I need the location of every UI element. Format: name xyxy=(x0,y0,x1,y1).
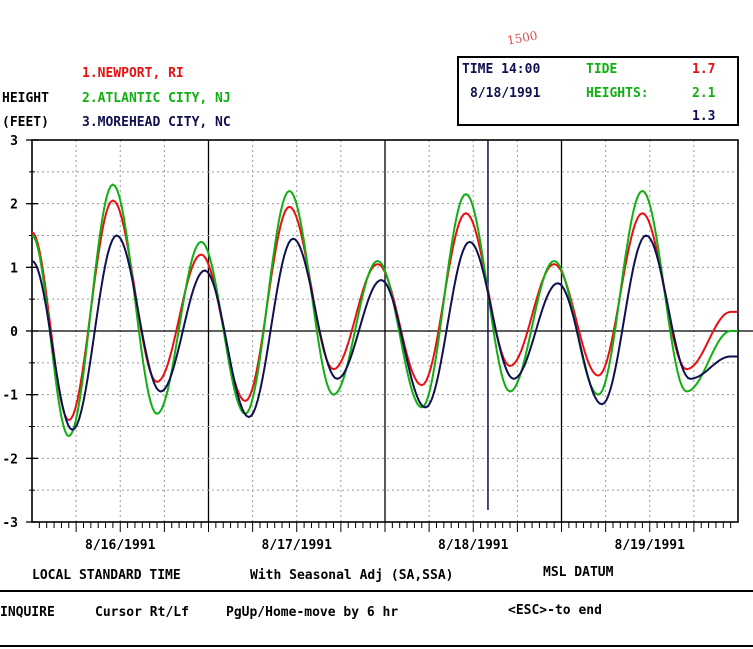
readout-heights-label: HEIGHTS: xyxy=(586,86,649,101)
series-line-2 xyxy=(31,183,738,438)
status-paging-hint: PgUp/Home-move by 6 hr xyxy=(226,605,399,620)
status-exit-hint: <ESC>-to end xyxy=(508,603,602,618)
footer-datum: MSL DATUM xyxy=(543,565,614,580)
x-date-label: 8/17/1991 xyxy=(262,538,333,553)
y-tick-label: 1 xyxy=(10,261,18,276)
readout-time: TIME 14:00 xyxy=(462,62,541,77)
footer-seasonal-adjustment: With Seasonal Adj (SA,SSA) xyxy=(250,568,454,583)
x-date-label: 8/16/1991 xyxy=(85,538,156,553)
legend-station-morehead-city: 3.MOREHEAD CITY, NC xyxy=(82,115,231,130)
y-tick-label: -1 xyxy=(2,389,18,404)
x-date-label: 8/18/1991 xyxy=(438,538,509,553)
status-separator xyxy=(0,590,753,592)
feet-label: (FEET) xyxy=(2,115,49,130)
legend-station-newport: 1.NEWPORT, RI xyxy=(82,66,184,81)
readout-value-newport: 1.7 xyxy=(692,62,716,77)
height-label: HEIGHT xyxy=(2,91,49,106)
readout-panel: TIME 14:00 8/18/1991 TIDE HEIGHTS: 1.7 2… xyxy=(457,56,739,126)
readout-value-atlantic-city: 2.1 xyxy=(692,86,716,101)
y-tick-label: 0 xyxy=(10,325,18,340)
y-tick-label: 2 xyxy=(10,198,18,213)
legend-station-atlantic-city: 2.ATLANTIC CITY, NJ xyxy=(82,91,231,106)
footer-time-reference: LOCAL STANDARD TIME xyxy=(32,568,181,583)
bottom-border xyxy=(0,645,753,647)
status-cursor-hint: Cursor Rt/Lf xyxy=(95,605,189,620)
readout-date: 8/18/1991 xyxy=(470,86,541,101)
status-mode: INQUIRE xyxy=(0,605,55,620)
series-line-3 xyxy=(31,234,738,431)
readout-value-morehead-city: 1.3 xyxy=(692,109,716,124)
y-tick-label: -2 xyxy=(2,452,18,467)
readout-tide-label: TIDE xyxy=(586,62,618,77)
y-tick-label: -3 xyxy=(2,516,18,531)
x-date-label: 8/19/1991 xyxy=(615,538,686,553)
y-tick-label: 3 xyxy=(10,134,18,149)
